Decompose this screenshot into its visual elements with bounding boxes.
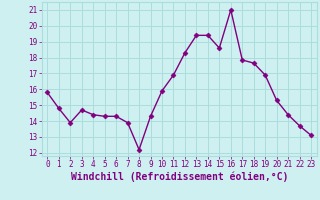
X-axis label: Windchill (Refroidissement éolien,°C): Windchill (Refroidissement éolien,°C) xyxy=(70,172,288,182)
